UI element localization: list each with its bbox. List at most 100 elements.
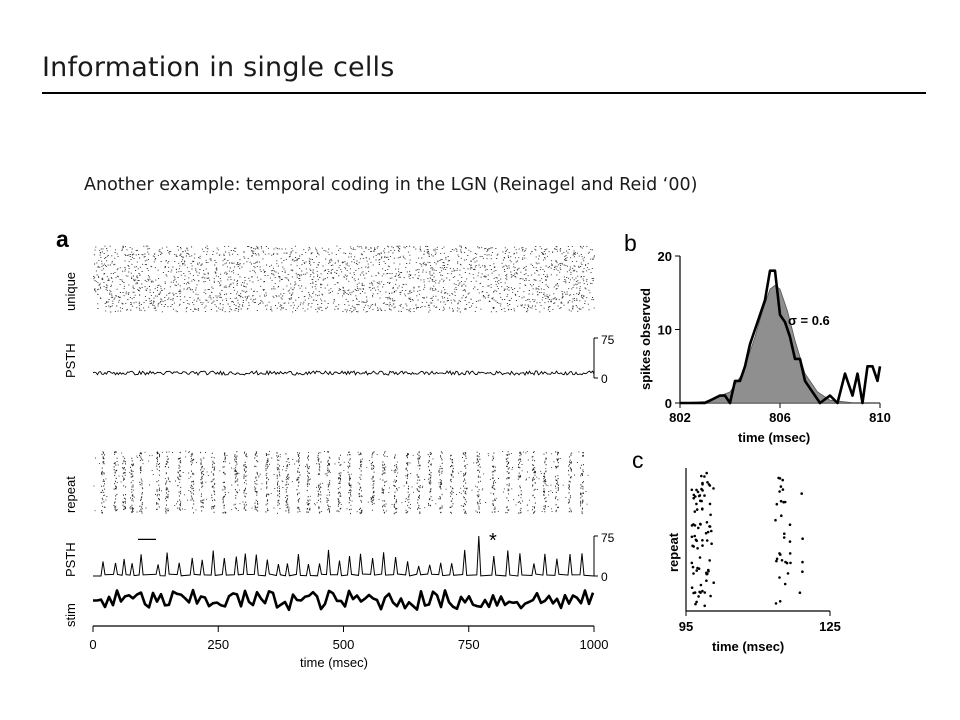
- repeat-raster: [93, 450, 589, 515]
- row-label-psth-unique: PSTH: [63, 343, 78, 378]
- title-divider: [42, 92, 926, 94]
- panel-a-x-axis: 0 250 500 750 1000: [89, 625, 609, 652]
- panel-c-xlabel: time (msec): [712, 639, 784, 654]
- panel-c-spike-dot: [710, 529, 713, 533]
- panel-c-spike-dot: [705, 572, 708, 576]
- panel-c-spike-dot: [775, 557, 779, 561]
- panel-c-spike-dot: [695, 488, 698, 492]
- panel-a-x-tick-label: 1000: [580, 637, 609, 652]
- panel-c-spike-dot: [708, 559, 711, 562]
- panel-c-spike-dot: [775, 502, 779, 506]
- panel-a-x-tick-label: 250: [207, 637, 229, 652]
- panel-c-spike-dot: [779, 485, 783, 488]
- panel-c-spike-dot: [781, 478, 784, 482]
- panel-c-spike-dot: [785, 561, 789, 565]
- panel-b-x-tick-label: 806: [769, 410, 791, 425]
- panel-c-spike-dot: [700, 499, 703, 503]
- panel-c-spike-dot: [703, 591, 707, 594]
- panel-c-spike-dot: [786, 572, 790, 575]
- panel-c-spike-dot: [788, 523, 792, 526]
- panel-c-spike-dot: [695, 600, 698, 604]
- panel-c-spike-dot: [701, 483, 704, 486]
- panel-c-spike-dot: [692, 591, 695, 595]
- unique-raster: [93, 245, 595, 313]
- panel-c-spike-dot: [780, 514, 783, 517]
- unique-raster-dots: [93, 245, 595, 313]
- panel-b-y-tick-label: 20: [658, 249, 672, 264]
- psth-unique-tick-0: 0: [601, 372, 608, 386]
- scale-bar-mark: —: [138, 528, 156, 548]
- panel-c-spike-dot: [788, 552, 792, 555]
- panel-c-spike-dot: [706, 481, 709, 484]
- panel-c-spike-dot: [690, 535, 694, 539]
- row-label-repeat: repeat: [63, 476, 78, 513]
- panel-c-spike-dot: [801, 537, 804, 540]
- panel-c-spike-dot: [701, 589, 704, 593]
- panel-c-spike-dot: [704, 531, 708, 535]
- panel-c-spike-dot: [800, 492, 803, 495]
- panel-c-spike-dot: [699, 523, 702, 526]
- panel-c-spike-dot: [778, 600, 782, 603]
- panel-c-spike-dot: [690, 561, 694, 565]
- panel-c-spike-dot: [705, 579, 708, 582]
- panel-c-spike-dot: [695, 502, 698, 506]
- panel-c-spike-dot: [701, 508, 704, 511]
- panel-c-spike-dot: [696, 566, 699, 570]
- unique-psth-trace: [92, 369, 595, 376]
- panel-b-y-tick-label: 0: [665, 396, 672, 411]
- row-label-stim: stim: [63, 603, 78, 627]
- panel-c-spike-dot: [699, 583, 703, 587]
- panel-c-spike-dot: [775, 559, 778, 563]
- panel-c-spike-dot: [709, 594, 712, 598]
- panel-c-spike-dot: [692, 496, 695, 500]
- panel-c-spike-dot: [692, 545, 695, 548]
- panel-c-spike-dot: [783, 582, 787, 586]
- panel-c-spike-dot: [782, 536, 786, 539]
- panel-a-letter: a: [56, 226, 69, 252]
- panel-c-spike-dot: [706, 530, 710, 534]
- panel-c-spike-dot: [705, 471, 708, 475]
- panel-c-spike-dot: [705, 539, 709, 542]
- panel-c-spike-dot: [708, 502, 712, 506]
- panel-c-spike-dot: [777, 476, 780, 480]
- panel-c-spike-dot: [698, 556, 702, 559]
- repeat-psth: [93, 535, 598, 577]
- panel-c-spike-dot: [695, 569, 698, 572]
- panel-c-spike-dot: [694, 602, 697, 606]
- panel-c-spike-dot: [789, 561, 792, 565]
- panel-c-spike-dot: [788, 540, 792, 543]
- panel-b-xlabel: time (msec): [738, 430, 810, 445]
- panel-c-spike-dot: [801, 560, 804, 564]
- repeat-psth-trace: [93, 535, 595, 577]
- panel-c-spike-dot: [690, 524, 694, 527]
- panel-c-spike-dot: [781, 488, 785, 491]
- panel-c-spike-dot: [779, 499, 783, 503]
- panel-a-x-tick-label: 0: [89, 637, 96, 652]
- panel-c-x-tick-label: 125: [819, 619, 841, 634]
- psth-repeat-tick-0: 0: [601, 570, 608, 584]
- panel-b-observed-line: [680, 269, 882, 405]
- panel-c-spike-dot: [709, 513, 712, 517]
- panel-c-spike-dot: [780, 559, 784, 562]
- row-label-unique: unique: [63, 272, 78, 311]
- row-label-psth-repeat: PSTH: [63, 542, 78, 577]
- panel-b-sigma-annotation: σ = 0.6: [788, 313, 830, 328]
- panel-b-x-tick-label: 810: [869, 410, 891, 425]
- slide-subtitle: Another example: temporal coding in the …: [84, 175, 698, 195]
- panel-c-spike-dot: [698, 590, 701, 594]
- panel-c-spike-dot: [712, 487, 715, 490]
- panel-c-letter: c: [632, 447, 644, 473]
- panel-c-spike-dot: [690, 586, 694, 589]
- slide-title: Information in single cells: [42, 52, 395, 83]
- panel-c-spike-dot: [697, 526, 700, 530]
- panel-c-spike-dot: [703, 494, 706, 497]
- panel-c-spike-dot: [701, 544, 704, 547]
- panel-c-spike-dot: [707, 568, 710, 572]
- panel-c-plot: 95 125: [679, 468, 841, 634]
- panel-b-y-tick-label: 10: [658, 323, 672, 338]
- panel-c-spike-dot: [778, 552, 781, 555]
- panel-b-x-tick-label: 802: [669, 410, 691, 425]
- event-star-mark: *: [489, 530, 497, 552]
- panel-c-spike-dot: [698, 494, 702, 497]
- panel-c-spike-dot: [708, 525, 711, 528]
